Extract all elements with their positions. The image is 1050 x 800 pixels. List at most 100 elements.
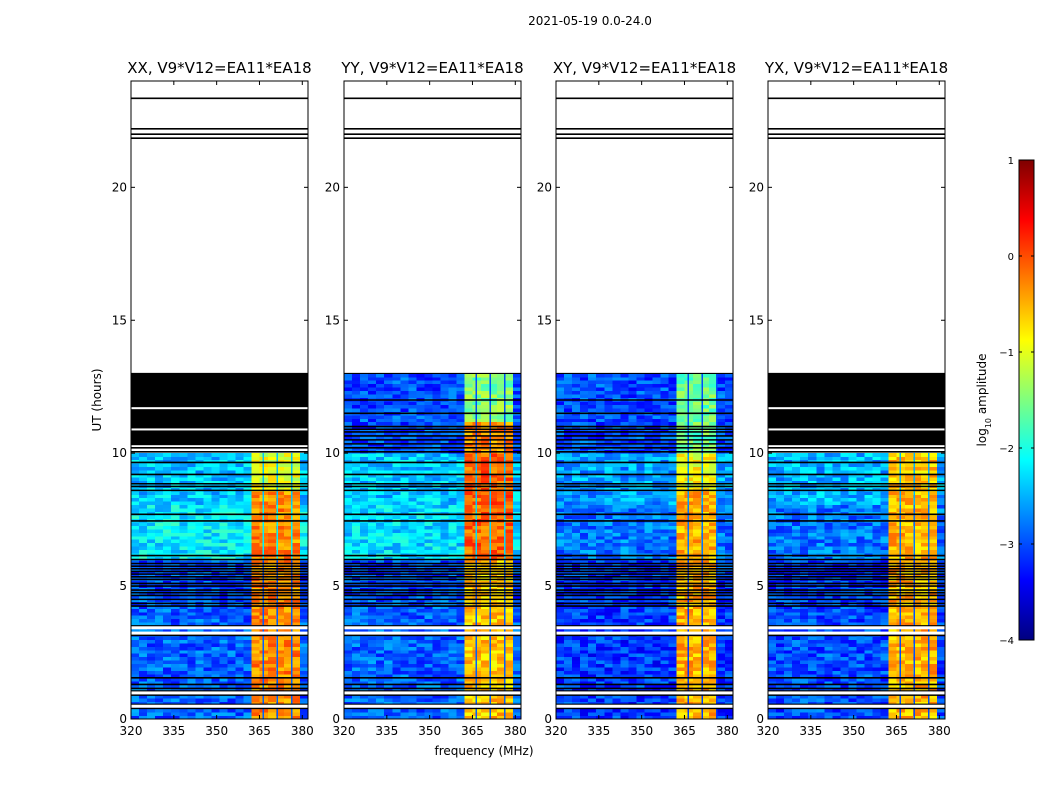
heatmap-cell <box>259 570 269 575</box>
channel-gap <box>276 546 279 551</box>
heatmap-cell <box>187 708 196 713</box>
heatmap-cell <box>604 670 613 675</box>
heatmap-cell <box>211 674 220 678</box>
heatmap-cell <box>432 618 441 623</box>
heatmap-cell <box>464 573 474 578</box>
heatmap-cell <box>580 670 589 675</box>
heatmap-cell <box>155 594 164 599</box>
heatmap-cell <box>219 508 228 513</box>
heatmap-cell <box>235 687 245 692</box>
heatmap-cell <box>676 715 686 720</box>
heatmap-cell <box>211 490 220 495</box>
heatmap-cell <box>464 667 474 672</box>
channel-gap <box>475 504 477 509</box>
heatmap-cell <box>464 376 474 381</box>
heatmap-cell <box>243 487 253 492</box>
heatmap-cell <box>251 477 261 481</box>
heatmap-cell <box>299 594 309 599</box>
heatmap-cell <box>628 663 637 668</box>
heatmap-cell <box>283 470 293 475</box>
heatmap-cell <box>456 376 466 381</box>
heatmap-cell <box>628 674 637 678</box>
heatmap-cell <box>203 615 212 620</box>
heatmap-cell <box>291 535 301 540</box>
heatmap-cell <box>360 452 369 457</box>
heatmap-cell <box>432 504 441 509</box>
heatmap-cell <box>195 490 204 495</box>
heatmap-cell <box>440 615 449 620</box>
heatmap-cell <box>512 573 522 578</box>
heatmap-cell <box>400 421 409 426</box>
channel-gap <box>290 611 293 616</box>
channel-gap <box>489 549 492 554</box>
heatmap-cell <box>155 684 164 689</box>
heatmap-cell <box>400 414 409 419</box>
heatmap-cell <box>203 504 212 509</box>
channel-gap <box>503 407 506 412</box>
heatmap-cell <box>416 401 425 405</box>
heatmap-cell <box>267 604 277 609</box>
heatmap-cell <box>344 687 353 692</box>
heatmap-cell <box>488 407 498 412</box>
heatmap-cell <box>496 380 506 385</box>
heatmap-cell <box>392 404 401 409</box>
heatmap-cell <box>588 680 597 685</box>
heatmap-cell <box>291 490 301 495</box>
heatmap-cell <box>243 570 253 575</box>
heatmap-cell <box>432 556 441 561</box>
heatmap-cell <box>227 642 236 647</box>
heatmap-cell <box>384 452 393 457</box>
heatmap-cell <box>480 556 490 561</box>
heatmap-cell <box>155 501 164 506</box>
heatmap-cell <box>360 473 369 478</box>
heatmap-cell <box>456 418 466 423</box>
channel-gap <box>475 466 477 471</box>
heatmap-cell <box>480 639 490 644</box>
heatmap-cell <box>432 684 441 689</box>
heatmap-cell <box>187 525 196 530</box>
heatmap-cell <box>644 674 653 678</box>
heatmap-cell <box>147 670 156 675</box>
heatmap-cell <box>251 677 261 682</box>
channel-gap <box>475 501 477 506</box>
heatmap-cells <box>556 373 734 720</box>
heatmap-cell <box>504 394 514 399</box>
heatmap-cell <box>376 608 385 613</box>
heatmap-cell <box>456 383 466 388</box>
heatmap-cell <box>432 456 441 461</box>
heatmap-cell <box>344 532 353 537</box>
heatmap-cell <box>432 515 441 519</box>
heatmap-cell <box>400 712 409 716</box>
heatmap-cell <box>424 535 433 540</box>
heatmap-cell <box>352 414 361 419</box>
heatmap-cell <box>267 670 277 675</box>
heatmap-cell <box>424 494 433 499</box>
heatmap-cell <box>596 708 605 713</box>
heatmap-cell <box>384 642 393 647</box>
heatmap-cell <box>504 373 514 378</box>
heatmap-cell <box>464 622 474 627</box>
heatmap-cell <box>488 535 498 540</box>
heatmap-cell <box>488 480 498 485</box>
heatmap-cell <box>368 477 377 481</box>
heatmap-cell <box>227 556 236 561</box>
heatmap-cell <box>376 480 385 485</box>
heatmap-cell <box>267 677 277 682</box>
heatmap-cell <box>480 501 490 506</box>
heatmap-cell <box>440 694 449 699</box>
channel-gap <box>276 525 279 530</box>
channel-gap <box>262 570 264 575</box>
heatmap-cell <box>179 611 188 616</box>
heatmap-cell <box>400 546 409 551</box>
heatmap-cell <box>448 435 458 440</box>
heatmap-cell <box>504 687 514 692</box>
heatmap-cell <box>512 470 522 475</box>
heatmap-cell <box>251 463 261 468</box>
heatmap-cell <box>440 487 449 492</box>
channel-gap <box>715 698 718 703</box>
heatmap-cell <box>259 646 269 651</box>
heatmap-cell <box>464 663 474 668</box>
channel-gap <box>489 712 492 716</box>
heatmap-cell <box>472 642 482 647</box>
channel-gap <box>262 504 264 509</box>
